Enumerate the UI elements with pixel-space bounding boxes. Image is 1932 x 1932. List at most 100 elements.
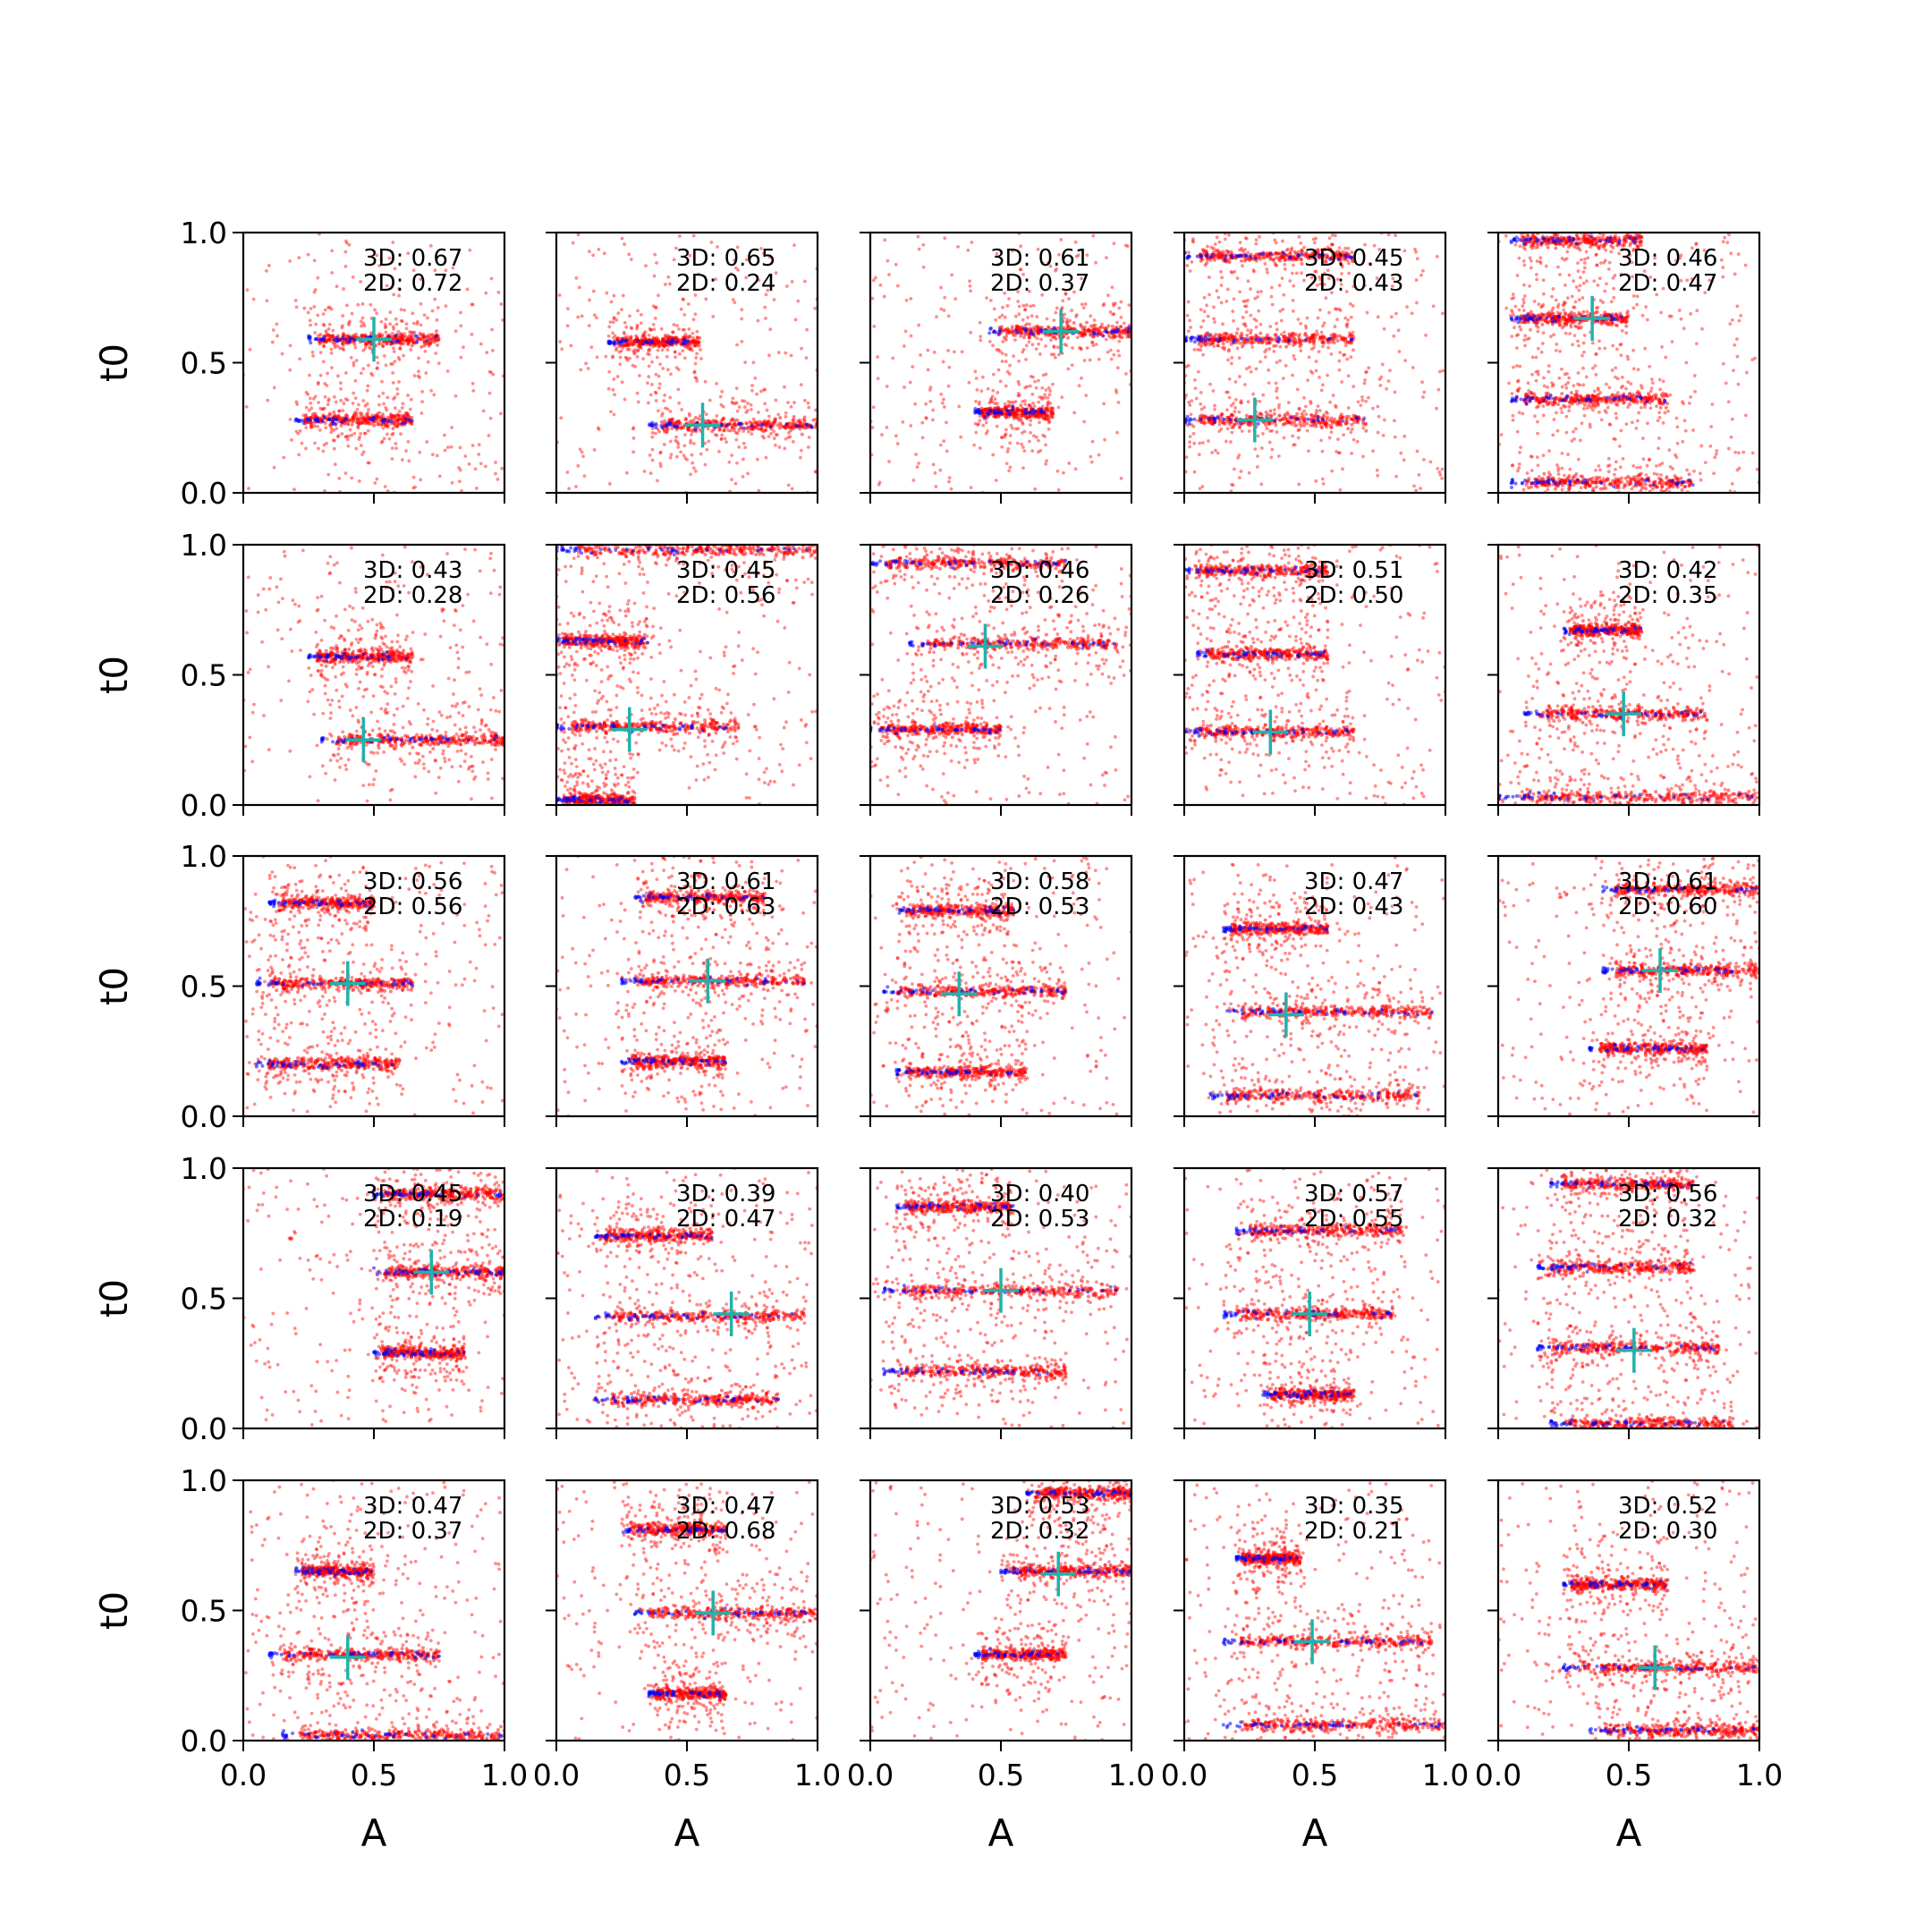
red-point bbox=[1190, 399, 1194, 402]
red-point bbox=[655, 355, 659, 360]
red-point bbox=[1246, 422, 1250, 427]
red-point bbox=[335, 435, 340, 439]
red-point bbox=[1318, 376, 1321, 379]
red-point bbox=[1185, 264, 1190, 267]
red-point bbox=[1068, 318, 1072, 323]
red-point bbox=[1314, 236, 1318, 241]
red-point bbox=[404, 326, 409, 331]
red-point bbox=[744, 275, 749, 280]
red-point bbox=[1029, 430, 1033, 435]
red-point bbox=[1101, 303, 1106, 308]
red-point bbox=[950, 273, 954, 277]
red-point bbox=[920, 420, 925, 425]
red-point bbox=[1184, 455, 1189, 460]
red-point bbox=[992, 307, 996, 311]
red-point bbox=[1230, 270, 1234, 275]
red-point bbox=[653, 305, 657, 309]
red-point bbox=[666, 275, 671, 279]
red-point bbox=[415, 336, 419, 341]
red-point bbox=[1077, 384, 1081, 388]
red-point bbox=[1015, 408, 1020, 412]
red-point bbox=[1192, 470, 1197, 474]
red-point bbox=[576, 233, 580, 237]
red-point bbox=[353, 396, 358, 401]
red-point bbox=[1208, 382, 1212, 386]
red-point bbox=[1276, 454, 1281, 458]
red-point bbox=[1212, 305, 1216, 309]
red-point bbox=[1237, 356, 1241, 360]
red-point bbox=[976, 423, 980, 428]
red-point bbox=[1016, 300, 1021, 303]
red-point bbox=[1314, 424, 1318, 428]
red-point bbox=[1051, 382, 1055, 386]
red-point bbox=[459, 355, 463, 360]
red-point bbox=[1324, 296, 1328, 301]
red-point bbox=[1249, 287, 1252, 291]
red-point bbox=[943, 236, 947, 241]
red-point bbox=[1326, 255, 1330, 259]
red-point bbox=[1224, 299, 1229, 303]
red-point bbox=[380, 412, 385, 417]
red-point bbox=[1306, 378, 1309, 383]
red-point bbox=[422, 313, 427, 318]
red-point bbox=[1403, 359, 1408, 362]
red-point bbox=[1273, 408, 1276, 412]
red-point bbox=[1091, 233, 1096, 238]
red-point bbox=[1263, 350, 1267, 354]
blue-point bbox=[1210, 252, 1215, 257]
red-point bbox=[641, 357, 646, 361]
red-point bbox=[689, 441, 692, 445]
red-point bbox=[704, 412, 708, 416]
red-point bbox=[1343, 336, 1348, 341]
red-point bbox=[375, 367, 379, 371]
red-point bbox=[606, 386, 611, 391]
red-point bbox=[1011, 426, 1014, 430]
red-point bbox=[1301, 209, 1305, 213]
red-point bbox=[1085, 253, 1089, 258]
red-point bbox=[756, 318, 760, 323]
blue-point bbox=[1011, 408, 1015, 412]
red-point bbox=[335, 374, 340, 378]
blue-point bbox=[784, 422, 789, 427]
red-point bbox=[625, 358, 630, 362]
red-point bbox=[674, 435, 678, 439]
red-point bbox=[1090, 340, 1095, 344]
red-point bbox=[1363, 284, 1367, 288]
red-point bbox=[1039, 415, 1044, 419]
blue-point bbox=[987, 410, 992, 414]
red-point bbox=[1082, 359, 1087, 362]
red-point bbox=[903, 329, 908, 334]
red-point bbox=[1043, 395, 1046, 400]
red-point bbox=[485, 351, 489, 355]
red-point bbox=[1000, 445, 1004, 449]
red-point bbox=[975, 388, 979, 392]
red-point bbox=[384, 330, 388, 335]
red-point bbox=[1391, 276, 1395, 281]
red-point bbox=[1106, 334, 1111, 338]
red-point bbox=[1345, 357, 1350, 361]
red-point bbox=[313, 394, 318, 399]
red-point bbox=[692, 370, 697, 375]
red-point bbox=[416, 374, 420, 378]
red-point bbox=[653, 252, 657, 257]
red-point bbox=[921, 265, 926, 269]
blue-point bbox=[989, 326, 994, 330]
red-point bbox=[1112, 312, 1116, 317]
red-point bbox=[1188, 445, 1192, 449]
red-point bbox=[654, 431, 657, 436]
red-point bbox=[1125, 244, 1130, 249]
red-point bbox=[470, 332, 474, 336]
red-point bbox=[1026, 316, 1030, 319]
red-point bbox=[403, 338, 408, 343]
red-point bbox=[597, 428, 601, 431]
red-point bbox=[592, 313, 597, 318]
red-point bbox=[1339, 220, 1343, 224]
red-point bbox=[767, 435, 771, 438]
red-point bbox=[1293, 257, 1298, 261]
red-point bbox=[759, 389, 763, 394]
red-point bbox=[1349, 315, 1353, 319]
red-point bbox=[635, 354, 640, 359]
red-point bbox=[973, 421, 978, 426]
red-point bbox=[375, 311, 379, 316]
red-point bbox=[340, 432, 344, 436]
